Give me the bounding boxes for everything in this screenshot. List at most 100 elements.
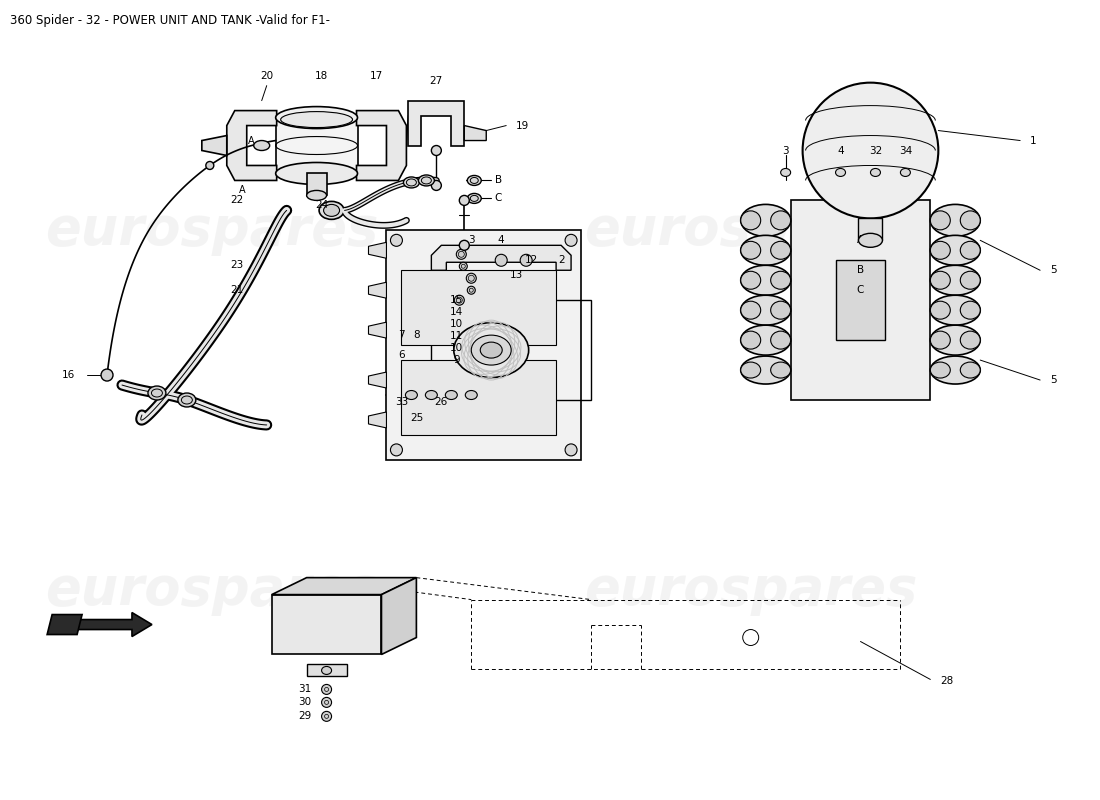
- Circle shape: [206, 162, 213, 170]
- Ellipse shape: [276, 162, 358, 185]
- Ellipse shape: [931, 266, 980, 295]
- Text: 10: 10: [450, 343, 463, 353]
- Polygon shape: [368, 242, 386, 258]
- Ellipse shape: [740, 235, 791, 266]
- Text: 20: 20: [260, 70, 273, 81]
- Polygon shape: [307, 174, 327, 195]
- Circle shape: [456, 250, 466, 259]
- Ellipse shape: [280, 111, 352, 127]
- Ellipse shape: [321, 666, 331, 674]
- Text: eurospares: eurospares: [584, 204, 917, 256]
- Ellipse shape: [740, 295, 791, 325]
- Circle shape: [565, 234, 578, 246]
- Ellipse shape: [781, 169, 791, 177]
- Ellipse shape: [771, 302, 791, 319]
- Text: 18: 18: [315, 70, 328, 81]
- Ellipse shape: [740, 242, 761, 259]
- Text: 5: 5: [1050, 266, 1057, 275]
- Circle shape: [321, 698, 331, 707]
- Text: 15: 15: [450, 295, 463, 306]
- Polygon shape: [47, 614, 82, 634]
- Text: 3: 3: [468, 235, 474, 246]
- Text: 13: 13: [509, 270, 522, 280]
- Polygon shape: [272, 594, 382, 654]
- Text: 28: 28: [940, 677, 954, 686]
- Text: 4: 4: [837, 146, 844, 155]
- Ellipse shape: [931, 235, 980, 266]
- Polygon shape: [73, 613, 152, 637]
- Text: 7: 7: [398, 330, 405, 340]
- Ellipse shape: [960, 211, 980, 230]
- Ellipse shape: [319, 202, 344, 219]
- Ellipse shape: [418, 175, 434, 186]
- Polygon shape: [272, 578, 417, 594]
- Ellipse shape: [276, 106, 358, 129]
- Text: 27: 27: [430, 76, 443, 86]
- Text: C: C: [495, 194, 502, 203]
- Ellipse shape: [960, 271, 980, 290]
- Text: C: C: [857, 286, 865, 295]
- Polygon shape: [368, 372, 386, 388]
- Text: 29: 29: [298, 711, 311, 722]
- Ellipse shape: [740, 271, 761, 290]
- Circle shape: [101, 369, 113, 381]
- Circle shape: [466, 274, 476, 283]
- Polygon shape: [386, 230, 581, 460]
- Ellipse shape: [481, 342, 503, 358]
- Text: eurospares: eurospares: [45, 204, 378, 256]
- Ellipse shape: [406, 390, 417, 399]
- Polygon shape: [408, 101, 464, 146]
- Text: 33: 33: [395, 397, 408, 407]
- Ellipse shape: [931, 204, 980, 236]
- Text: eurospares: eurospares: [584, 564, 917, 616]
- Circle shape: [431, 146, 441, 155]
- Polygon shape: [368, 412, 386, 428]
- Text: eurospares: eurospares: [45, 564, 378, 616]
- Ellipse shape: [178, 393, 196, 407]
- Ellipse shape: [960, 302, 980, 319]
- Text: 24: 24: [315, 200, 328, 210]
- Text: 10: 10: [450, 319, 463, 329]
- Circle shape: [565, 444, 578, 456]
- Polygon shape: [791, 201, 931, 400]
- Text: 22: 22: [230, 195, 243, 206]
- Ellipse shape: [931, 356, 980, 384]
- Ellipse shape: [254, 141, 270, 150]
- Ellipse shape: [147, 386, 166, 400]
- Circle shape: [803, 82, 938, 218]
- Ellipse shape: [870, 169, 880, 177]
- Ellipse shape: [901, 169, 911, 177]
- Circle shape: [390, 234, 403, 246]
- Ellipse shape: [468, 175, 482, 186]
- Polygon shape: [368, 282, 386, 298]
- Text: B: B: [857, 266, 865, 275]
- Polygon shape: [382, 578, 417, 654]
- Polygon shape: [464, 126, 486, 141]
- Ellipse shape: [404, 177, 419, 188]
- Ellipse shape: [771, 242, 791, 259]
- Circle shape: [390, 444, 403, 456]
- Text: 4: 4: [498, 235, 505, 246]
- Text: 3: 3: [782, 146, 789, 155]
- Ellipse shape: [454, 322, 529, 378]
- Bar: [402, 360, 557, 435]
- Ellipse shape: [771, 362, 791, 378]
- Text: 6: 6: [398, 350, 405, 360]
- Circle shape: [495, 254, 507, 266]
- Text: 9: 9: [453, 355, 460, 365]
- Circle shape: [520, 254, 532, 266]
- Ellipse shape: [740, 356, 791, 384]
- Ellipse shape: [960, 362, 980, 378]
- Polygon shape: [227, 110, 277, 181]
- Circle shape: [460, 262, 467, 270]
- Text: 2: 2: [558, 255, 564, 266]
- Text: B: B: [495, 175, 502, 186]
- Ellipse shape: [468, 194, 482, 203]
- Polygon shape: [836, 260, 886, 340]
- Ellipse shape: [740, 204, 791, 236]
- Polygon shape: [368, 322, 386, 338]
- Ellipse shape: [740, 211, 761, 230]
- Text: 14: 14: [450, 307, 463, 317]
- Text: 11: 11: [450, 331, 463, 341]
- Ellipse shape: [471, 335, 512, 365]
